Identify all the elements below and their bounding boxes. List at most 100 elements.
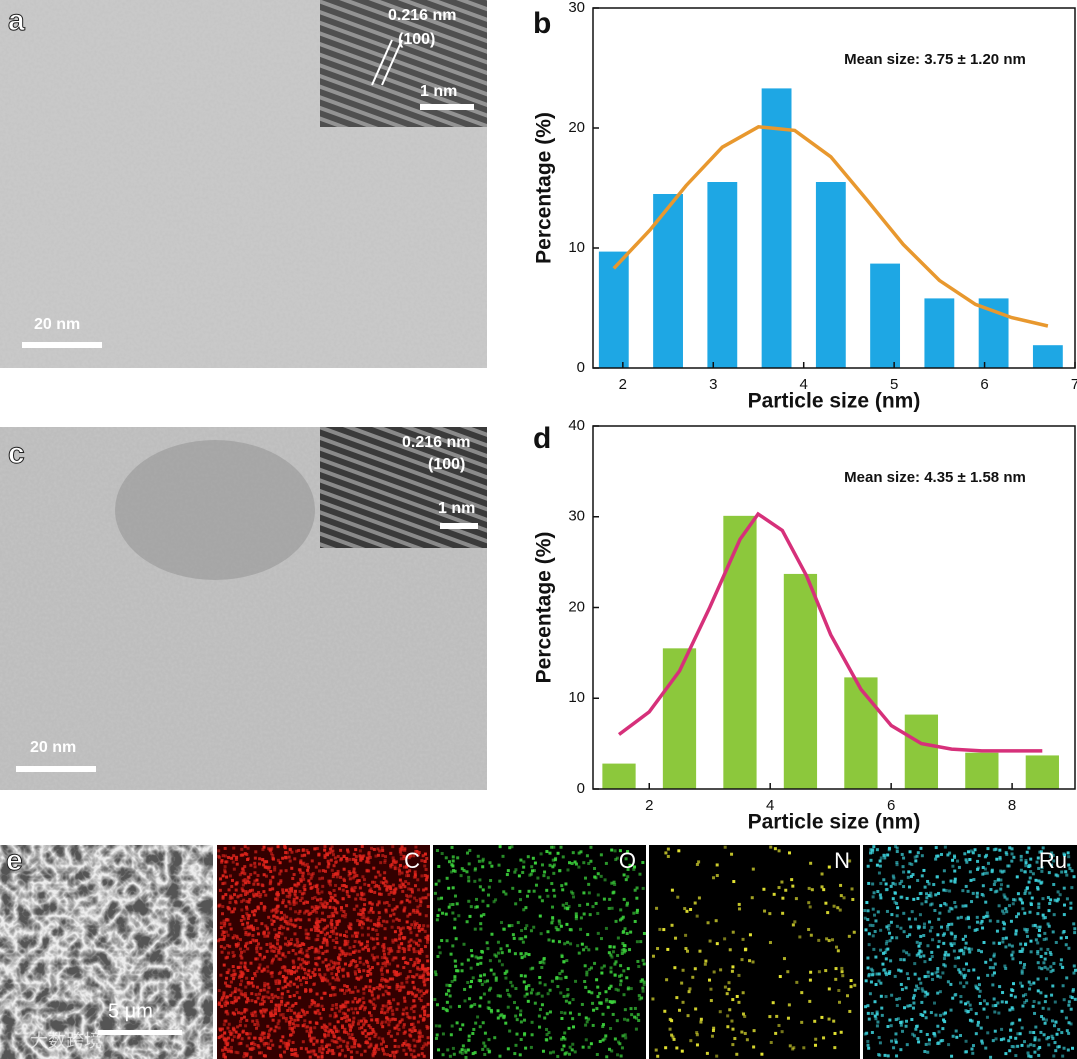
eds-dot: [891, 897, 895, 901]
eds-dot: [394, 938, 398, 942]
eds-dot: [349, 1036, 353, 1040]
eds-dot: [241, 879, 245, 883]
eds-dot: [666, 847, 670, 851]
eds-dot: [714, 919, 718, 923]
eds-dot: [256, 1023, 260, 1027]
eds-dot: [985, 1015, 989, 1019]
eds-dot: [613, 849, 617, 853]
eds-dot: [613, 1037, 617, 1041]
eds-dot: [559, 977, 563, 981]
eds-dot: [478, 979, 482, 983]
eds-dot: [328, 851, 332, 855]
eds-dot: [237, 1011, 241, 1015]
eds-dot: [1056, 1045, 1060, 1049]
eds-dot: [915, 854, 919, 858]
y-tick-label: 30: [568, 0, 585, 16]
eds-dot: [1029, 939, 1033, 943]
eds-dot: [618, 849, 622, 853]
eds-dot: [393, 867, 397, 871]
eds-dot: [879, 981, 883, 985]
eds-dot: [571, 998, 575, 1002]
eds-dot: [270, 918, 274, 922]
eds-dot: [837, 988, 841, 992]
eds-dot: [473, 927, 477, 931]
eds-dot: [624, 1036, 628, 1040]
eds-dot: [401, 1043, 405, 1047]
eds-dot: [506, 869, 510, 873]
eds-dot: [383, 936, 387, 940]
eds-dot: [246, 875, 250, 879]
eds-dot: [228, 984, 232, 988]
eds-dot: [265, 860, 269, 864]
eds-dot: [584, 876, 588, 880]
eds-dot: [229, 894, 233, 898]
eds-dot: [318, 869, 322, 873]
eds-dot: [496, 1009, 500, 1013]
eds-dot: [270, 922, 274, 926]
eds-dot: [227, 907, 231, 911]
eds-dot: [591, 905, 595, 909]
eds-dot: [344, 930, 348, 934]
eds-dot: [402, 950, 406, 954]
eds-dot: [437, 864, 441, 868]
eds-dot: [397, 1045, 401, 1049]
eds-dot: [892, 876, 896, 880]
eds-dot: [234, 857, 238, 861]
eds-dot: [583, 980, 587, 984]
eds-dot: [294, 1023, 298, 1027]
eds-dot: [1049, 965, 1053, 969]
eds-dot: [1027, 880, 1031, 884]
eds-dot: [900, 987, 904, 991]
eds-dot: [245, 911, 249, 915]
eds-dot: [353, 931, 357, 935]
eds-dot: [1071, 988, 1075, 992]
eds-dot: [368, 855, 372, 859]
eds-dot: [357, 879, 361, 883]
eds-dot: [399, 932, 403, 936]
eds-dot: [635, 896, 639, 900]
eds-dot: [382, 919, 386, 923]
eds-dot: [607, 951, 611, 955]
eds-dot: [278, 945, 282, 949]
eds-dot: [266, 990, 270, 994]
eds-dot: [450, 863, 454, 867]
eds-dot: [367, 1032, 371, 1036]
eds-dot: [292, 902, 296, 906]
eds-dot: [605, 1055, 609, 1059]
eds-dot: [619, 908, 623, 912]
eds-dot: [340, 884, 344, 888]
eds-dot: [895, 850, 899, 854]
eds-dot: [355, 1050, 359, 1054]
eds-dot: [852, 930, 856, 934]
eds-dot: [331, 961, 335, 965]
eds-dot: [422, 888, 426, 892]
eds-dot: [1027, 846, 1031, 850]
eds-dot: [1052, 961, 1056, 965]
eds-dot: [893, 891, 897, 895]
eds-dot: [723, 937, 727, 941]
eds-dot: [323, 978, 327, 982]
eds-dot: [887, 848, 891, 852]
eds-dot: [279, 869, 283, 873]
eds-dot: [260, 969, 264, 973]
fit-curve: [617, 511, 1043, 753]
eds-dot: [341, 1024, 345, 1028]
eds-dot: [505, 944, 509, 948]
eds-dot: [271, 1018, 275, 1022]
eds-dot: [391, 1012, 395, 1016]
eds-dot: [1022, 966, 1026, 970]
eds-dot: [763, 909, 767, 913]
eds-dot: [302, 976, 306, 980]
eds-dot: [939, 904, 943, 908]
eds-dot: [540, 966, 544, 970]
eds-dot: [310, 859, 314, 863]
eds-dot: [908, 862, 912, 866]
eds-dot: [288, 1023, 292, 1027]
eds-dot: [929, 1011, 933, 1015]
eds-dot: [220, 998, 224, 1002]
eds-dot: [574, 912, 578, 916]
eds-dot: [237, 988, 241, 992]
eds-dot: [1065, 1029, 1069, 1033]
eds-dot: [968, 870, 972, 874]
eds-dot: [522, 908, 526, 912]
